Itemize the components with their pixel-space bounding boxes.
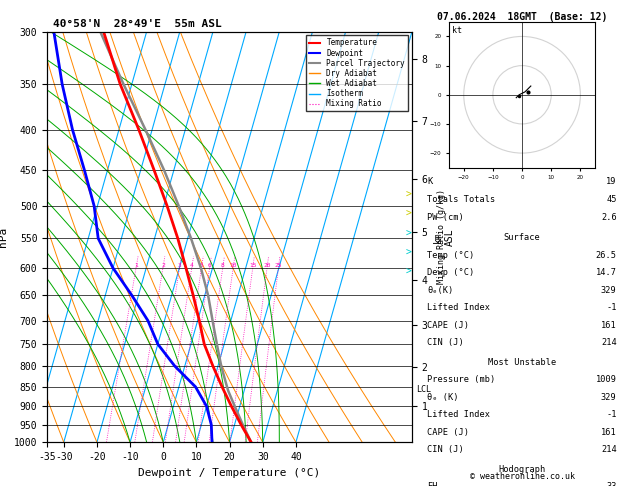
Text: 161: 161: [601, 321, 616, 330]
Text: K: K: [428, 177, 433, 186]
Text: CAPE (J): CAPE (J): [428, 321, 469, 330]
Y-axis label: km
ASL: km ASL: [433, 228, 455, 246]
Text: 5: 5: [199, 263, 203, 268]
Text: Most Unstable: Most Unstable: [488, 358, 556, 367]
Text: 214: 214: [601, 338, 616, 347]
Text: 4: 4: [190, 263, 194, 268]
Text: -1: -1: [606, 303, 616, 312]
Text: 40°58'N  28°49'E  55m ASL: 40°58'N 28°49'E 55m ASL: [53, 19, 222, 29]
Text: 3: 3: [177, 263, 181, 268]
Text: >: >: [406, 209, 412, 219]
Text: Lifted Index: Lifted Index: [428, 410, 491, 419]
Text: 2: 2: [161, 263, 165, 268]
Text: >: >: [406, 190, 412, 199]
Text: Dewp (°C): Dewp (°C): [428, 268, 475, 277]
Text: © weatheronline.co.uk: © weatheronline.co.uk: [470, 472, 574, 481]
Text: Mixing Ratio (g/kg): Mixing Ratio (g/kg): [437, 190, 446, 284]
Text: 15: 15: [249, 263, 257, 268]
Text: 329: 329: [601, 286, 616, 295]
Text: CAPE (J): CAPE (J): [428, 428, 469, 437]
Text: Lifted Index: Lifted Index: [428, 303, 491, 312]
Text: -1: -1: [606, 410, 616, 419]
X-axis label: Dewpoint / Temperature (°C): Dewpoint / Temperature (°C): [138, 468, 321, 478]
Text: CIN (J): CIN (J): [428, 445, 464, 454]
Text: Pressure (mb): Pressure (mb): [428, 375, 496, 384]
Text: CIN (J): CIN (J): [428, 338, 464, 347]
Text: 20: 20: [264, 263, 271, 268]
Text: 214: 214: [601, 445, 616, 454]
Text: 8: 8: [221, 263, 225, 268]
Text: EH: EH: [428, 482, 438, 486]
Text: Totals Totals: Totals Totals: [428, 195, 496, 204]
Text: Hodograph: Hodograph: [498, 465, 546, 474]
Text: LCL: LCL: [416, 385, 431, 394]
Text: 45: 45: [606, 195, 616, 204]
Text: θₑ(K): θₑ(K): [428, 286, 454, 295]
Legend: Temperature, Dewpoint, Parcel Trajectory, Dry Adiabat, Wet Adiabat, Isotherm, Mi: Temperature, Dewpoint, Parcel Trajectory…: [306, 35, 408, 111]
Y-axis label: hPa: hPa: [0, 227, 8, 247]
Text: Temp (°C): Temp (°C): [428, 251, 475, 260]
Text: >: >: [406, 248, 412, 258]
Text: >: >: [406, 267, 412, 277]
Text: 19: 19: [606, 177, 616, 186]
Text: 161: 161: [601, 428, 616, 437]
Text: 2.6: 2.6: [601, 213, 616, 222]
Text: 1: 1: [134, 263, 138, 268]
Text: θₑ (K): θₑ (K): [428, 393, 459, 402]
Text: 6: 6: [208, 263, 211, 268]
Text: PW (cm): PW (cm): [428, 213, 464, 222]
Text: kt: kt: [452, 26, 462, 35]
Text: 26.5: 26.5: [596, 251, 616, 260]
Text: 10: 10: [230, 263, 237, 268]
Text: 329: 329: [601, 393, 616, 402]
Text: 33: 33: [606, 482, 616, 486]
Text: Surface: Surface: [504, 233, 540, 242]
Text: 25: 25: [275, 263, 282, 268]
Text: 1009: 1009: [596, 375, 616, 384]
Text: 14.7: 14.7: [596, 268, 616, 277]
Text: 07.06.2024  18GMT  (Base: 12): 07.06.2024 18GMT (Base: 12): [437, 12, 607, 22]
Text: >: >: [406, 228, 412, 238]
